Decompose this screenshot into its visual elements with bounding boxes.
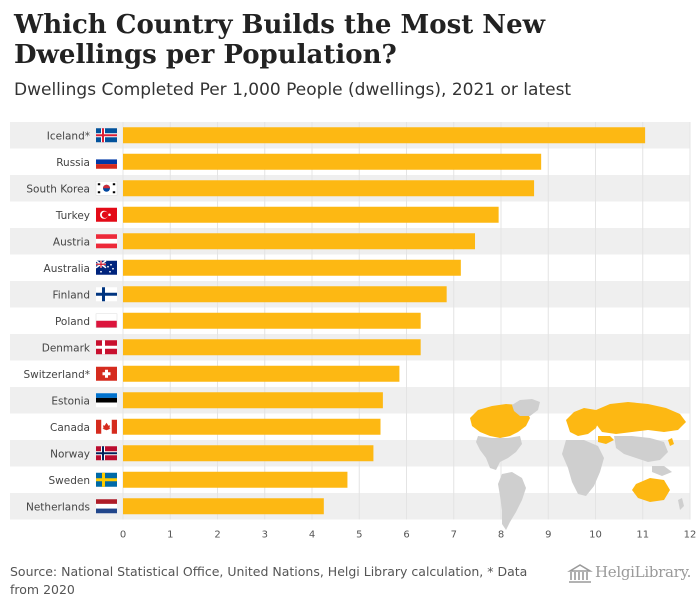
category-label: Denmark bbox=[42, 342, 91, 354]
x-tick-label: 7 bbox=[451, 530, 457, 541]
x-tick-label: 2 bbox=[214, 530, 220, 541]
bar-iceland bbox=[123, 127, 646, 144]
bar-switzerland bbox=[123, 365, 400, 382]
austria-flag-icon bbox=[96, 234, 117, 249]
x-tick-label: 12 bbox=[684, 530, 697, 541]
turkey-flag-icon bbox=[96, 207, 117, 222]
bar-australia bbox=[123, 259, 461, 276]
logo-text: HelgiLibrary. bbox=[595, 563, 692, 581]
netherlands-flag-icon bbox=[96, 499, 117, 514]
world-map-icon bbox=[470, 399, 686, 530]
bar-russia bbox=[123, 153, 542, 170]
helgi-library-logo: HelgiLibrary. bbox=[567, 562, 693, 584]
category-label: Canada bbox=[50, 422, 90, 434]
x-tick-label: 11 bbox=[636, 530, 649, 541]
bar-sweden bbox=[123, 471, 348, 488]
bar-finland bbox=[123, 286, 447, 303]
bar-south-korea bbox=[123, 180, 535, 197]
bar-netherlands bbox=[123, 498, 324, 515]
category-label: Australia bbox=[44, 263, 90, 275]
category-label: Norway bbox=[50, 448, 90, 460]
library-building-icon bbox=[567, 564, 593, 583]
poland-flag-icon bbox=[95, 313, 118, 328]
bar-canada bbox=[123, 418, 381, 435]
category-labels: Iceland* Russia South Korea Turkey Austria Au… bbox=[24, 130, 91, 513]
x-tick-label: 8 bbox=[498, 530, 504, 541]
x-tick-label: 1 bbox=[167, 530, 173, 541]
australia-flag-icon bbox=[95, 260, 117, 275]
iceland-flag-icon bbox=[96, 128, 117, 143]
x-tick-label: 6 bbox=[403, 530, 409, 541]
canada-flag-icon bbox=[96, 419, 117, 434]
category-label: Finland bbox=[52, 289, 90, 301]
russia-flag-icon bbox=[96, 154, 117, 169]
source-note: Source: National Statistical Office, Uni… bbox=[10, 564, 528, 597]
bar-norway bbox=[123, 445, 374, 462]
switzerland-flag-icon bbox=[96, 366, 117, 381]
flags bbox=[95, 128, 118, 514]
chart-subtitle: Dwellings Completed Per 1,000 People (dw… bbox=[14, 80, 572, 100]
south-korea-flag-icon bbox=[95, 181, 118, 196]
category-label: Turkey bbox=[55, 210, 90, 222]
chart-title: Which Country Builds the Most New Dwelli… bbox=[14, 10, 545, 70]
denmark-flag-icon bbox=[96, 340, 117, 355]
sweden-flag-icon bbox=[96, 472, 117, 487]
bar-poland bbox=[123, 312, 421, 329]
bars bbox=[123, 127, 646, 515]
category-label: Estonia bbox=[51, 395, 90, 407]
x-tick-labels: 0 1 2 3 4 5 6 7 8 9 10 11 12 bbox=[120, 530, 697, 541]
bar-estonia bbox=[123, 392, 383, 409]
x-tick-label: 3 bbox=[262, 530, 268, 541]
category-label: Iceland* bbox=[47, 130, 90, 142]
estonia-flag-icon bbox=[96, 393, 117, 408]
bar-turkey bbox=[123, 206, 499, 223]
category-label: Poland bbox=[55, 316, 90, 328]
category-label: Austria bbox=[53, 236, 90, 248]
bar-chart: Iceland* Russia South Korea Turkey Austria Au… bbox=[10, 122, 697, 541]
category-label: South Korea bbox=[26, 183, 90, 195]
x-tick-label: 0 bbox=[120, 530, 126, 541]
x-tick-label: 4 bbox=[309, 530, 315, 541]
category-label: Switzerland* bbox=[24, 369, 91, 381]
bar-denmark bbox=[123, 339, 421, 356]
x-tick-label: 5 bbox=[356, 530, 362, 541]
category-label: Sweden bbox=[49, 475, 91, 487]
finland-flag-icon bbox=[96, 287, 117, 302]
category-label: Netherlands bbox=[26, 501, 90, 513]
x-tick-label: 10 bbox=[589, 530, 602, 541]
bar-austria bbox=[123, 233, 476, 250]
norway-flag-icon bbox=[96, 446, 117, 461]
x-tick-label: 9 bbox=[545, 530, 551, 541]
category-label: Russia bbox=[56, 157, 90, 169]
